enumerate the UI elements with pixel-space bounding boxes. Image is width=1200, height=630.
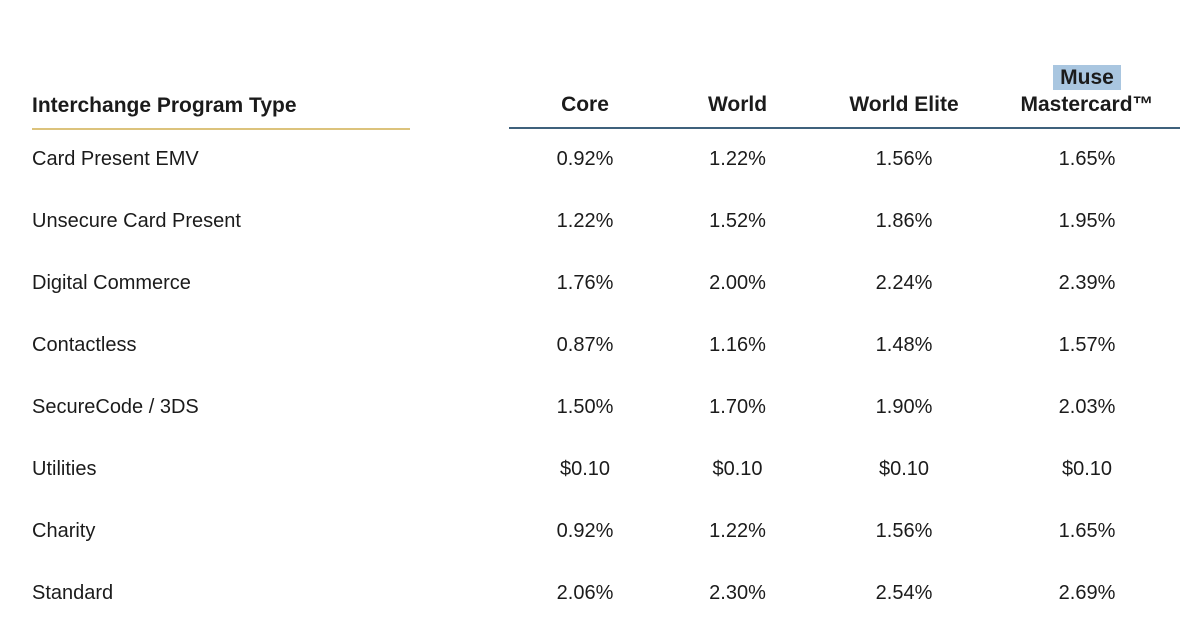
rate-cell-core: 0.92% [556, 148, 614, 170]
mastercard-header-label: Mastercard™ [1020, 93, 1154, 117]
program-cell: Unsecure Card Present [32, 209, 241, 232]
rate-cell-world: 1.22% [709, 148, 766, 170]
program-cell: Card Present EMV [32, 147, 199, 170]
rate-cell-core: 1.50% [556, 395, 614, 418]
rate-cell-muse: 2.39% [1058, 271, 1116, 294]
rate-cell-world-elite: 1.90% [875, 395, 933, 418]
gold-underline [32, 128, 410, 130]
header-row: Interchange Program Type Core World Worl… [32, 0, 1180, 130]
table-row: Utilities $0.10 $0.10 $0.10 $0.10 [32, 438, 1180, 500]
table-row: Standard 2.06% 2.30% 2.54% 2.69% [32, 562, 1180, 624]
table-row: Card Present EMV 0.92% 1.22% 1.56% 1.65% [32, 128, 1180, 190]
rate-cell-world: 1.22% [709, 519, 766, 542]
rate-cell-world: 2.00% [709, 271, 766, 294]
rate-cell-world-elite: 2.24% [875, 271, 933, 294]
table-row: SecureCode / 3DS 1.50% 1.70% 1.90% 2.03% [32, 376, 1180, 438]
table-row: Charity 0.92% 1.22% 1.56% 1.65% [32, 500, 1180, 562]
rate-cell-core: 0.92% [556, 519, 614, 542]
rate-cell-muse: 2.69% [1058, 581, 1116, 604]
rate-cell-world-elite: 1.86% [875, 209, 933, 232]
rate-cell-core: 1.76% [556, 271, 614, 294]
rate-cell-world: 1.52% [709, 209, 766, 232]
rate-cell-muse: 1.65% [1058, 519, 1116, 542]
rate-cell-world-elite: 1.56% [875, 519, 933, 542]
interchange-rate-table: Interchange Program Type Core World Worl… [32, 0, 1180, 624]
rate-cell-world: 1.16% [709, 333, 766, 356]
program-cell: Contactless [32, 333, 137, 356]
rate-cell-muse: 1.57% [1058, 333, 1116, 356]
rate-cell-world-elite: 1.56% [875, 148, 933, 170]
muse-highlighted-text: Muse [1053, 64, 1121, 90]
table-row: Contactless 0.87% 1.16% 1.48% 1.57% [32, 314, 1180, 376]
program-cell: Standard [32, 581, 114, 604]
program-cell: Charity [32, 519, 96, 542]
table-row: Unsecure Card Present 1.22% 1.52% 1.86% … [32, 190, 1180, 252]
table-row: Digital Commerce 1.76% 2.00% 2.24% 2.39% [32, 252, 1180, 314]
rate-cell-world: $0.10 [712, 457, 763, 480]
rate-cell-world-elite: 2.54% [875, 581, 933, 604]
rate-cell-core: 1.22% [556, 209, 614, 232]
rate-cell-muse: 2.03% [1058, 395, 1116, 418]
column-header-core: Core [509, 0, 661, 129]
world-header-label: World [707, 93, 768, 117]
column-header-world-elite: World Elite [814, 0, 994, 129]
rate-cell-core: 0.87% [556, 333, 614, 356]
world-elite-header-label: World Elite [849, 93, 959, 117]
rate-cell-core: 2.06% [556, 581, 614, 604]
core-header-label: Core [561, 93, 609, 117]
rate-cell-muse: 1.95% [1058, 209, 1116, 232]
program-cell: Digital Commerce [32, 271, 191, 294]
program-type-header-label: Interchange Program Type [32, 94, 297, 118]
rate-cell-core: $0.10 [559, 457, 611, 480]
rate-cell-muse: 1.65% [1058, 148, 1116, 170]
program-cell: Utilities [32, 457, 97, 480]
rate-cell-world: 2.30% [709, 581, 766, 604]
rate-cell-world: 1.70% [709, 395, 766, 418]
rate-cell-muse: $0.10 [1061, 457, 1113, 480]
column-header-world: World [661, 0, 814, 129]
rate-cell-world-elite: $0.10 [878, 457, 930, 480]
column-header-program-type: Interchange Program Type [32, 0, 509, 130]
rate-cell-world-elite: 1.48% [875, 333, 933, 356]
column-header-muse-mastercard: Muse Mastercard™ [994, 0, 1180, 129]
program-cell: SecureCode / 3DS [32, 395, 199, 418]
